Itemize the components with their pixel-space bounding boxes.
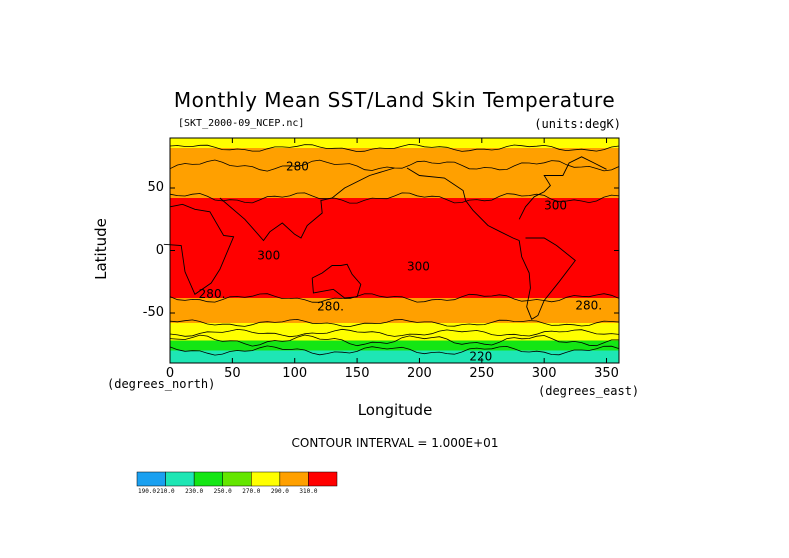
x-tick-label-6: 300 — [531, 366, 557, 381]
contour-label-3: 300 — [407, 260, 430, 274]
coastline-0 — [163, 203, 235, 295]
heatmap-band-1 — [170, 148, 619, 166]
heatmap-band-3 — [170, 198, 619, 298]
y-axis-label: Latitude — [91, 218, 110, 280]
units-label: (units:degK) — [534, 117, 621, 131]
heatmap-band-5 — [170, 323, 619, 333]
colorbar-label-3: 250.0 — [213, 488, 232, 495]
x-tick-label-7: 350 — [594, 366, 619, 381]
x-axis-label: Longitude — [357, 401, 433, 419]
x-unit-left: (degrees_north) — [107, 377, 216, 391]
contour-line-7 — [169, 143, 620, 153]
colorbar-label-0: 190.0 — [137, 488, 157, 495]
colorbar-label-2: 230.0 — [185, 488, 204, 495]
coastline-4 — [518, 237, 576, 320]
heatmap-band-4 — [170, 298, 619, 323]
heatmap-band-7 — [170, 340, 619, 351]
contour-label-7: 220 — [469, 350, 492, 364]
x-tick-label-4: 200 — [407, 366, 432, 381]
colorbar-label-6: 310.0 — [299, 488, 318, 495]
heatmap-band-8 — [170, 350, 619, 363]
contour-line-5 — [169, 334, 619, 347]
axis-ticks — [169, 138, 619, 363]
x-unit-right: (degrees_east) — [538, 384, 640, 398]
x-tick-label-2: 100 — [282, 366, 308, 381]
colorbar-label-1: 210.0 — [156, 488, 175, 495]
coastline-5 — [518, 156, 607, 220]
colorbar-label-5: 290.0 — [270, 488, 289, 495]
contour-line-6 — [169, 345, 620, 356]
coastline-2 — [311, 263, 362, 299]
contour-label-4: 300 — [544, 198, 567, 212]
contour-label-1: 280. — [199, 287, 226, 301]
y-tick-label-2: -50 — [142, 305, 164, 320]
contour-line-4 — [169, 328, 620, 338]
contour-label-5: 280. — [317, 300, 344, 314]
heatmap-band-2 — [170, 165, 619, 198]
contour-label-2: 300 — [257, 248, 280, 262]
x-tick-label-5: 250 — [469, 366, 495, 381]
y-tick-label-0: 50 — [147, 180, 164, 195]
coastline-3 — [406, 167, 520, 241]
contour-line-0 — [169, 192, 620, 204]
y-tick-label-1: 0 — [155, 242, 164, 258]
heatmap-band-0 — [170, 138, 619, 148]
chart-title: Monthly Mean SST/Land Skin Temperature — [173, 88, 616, 112]
contour-label-0: 280 — [286, 160, 309, 174]
x-tick-label-3: 150 — [344, 366, 370, 381]
contour-line-3 — [169, 318, 620, 328]
contour-label-6: 280. — [575, 298, 602, 312]
contour-labels: 280 280. 300 300 300 280. 280. 220 — [199, 160, 602, 364]
map-detail — [163, 143, 620, 356]
file-label: [SKT_2000-09_NCEP.nc] — [178, 118, 305, 129]
x-tick-label-1: 50 — [224, 366, 241, 381]
x-tick-label-0: 0 — [165, 366, 175, 381]
contour-interval: CONTOUR INTERVAL = 1.000E+01 — [291, 436, 499, 450]
colorbar-label-4: 270.0 — [242, 488, 261, 495]
coastline-1 — [219, 167, 395, 242]
